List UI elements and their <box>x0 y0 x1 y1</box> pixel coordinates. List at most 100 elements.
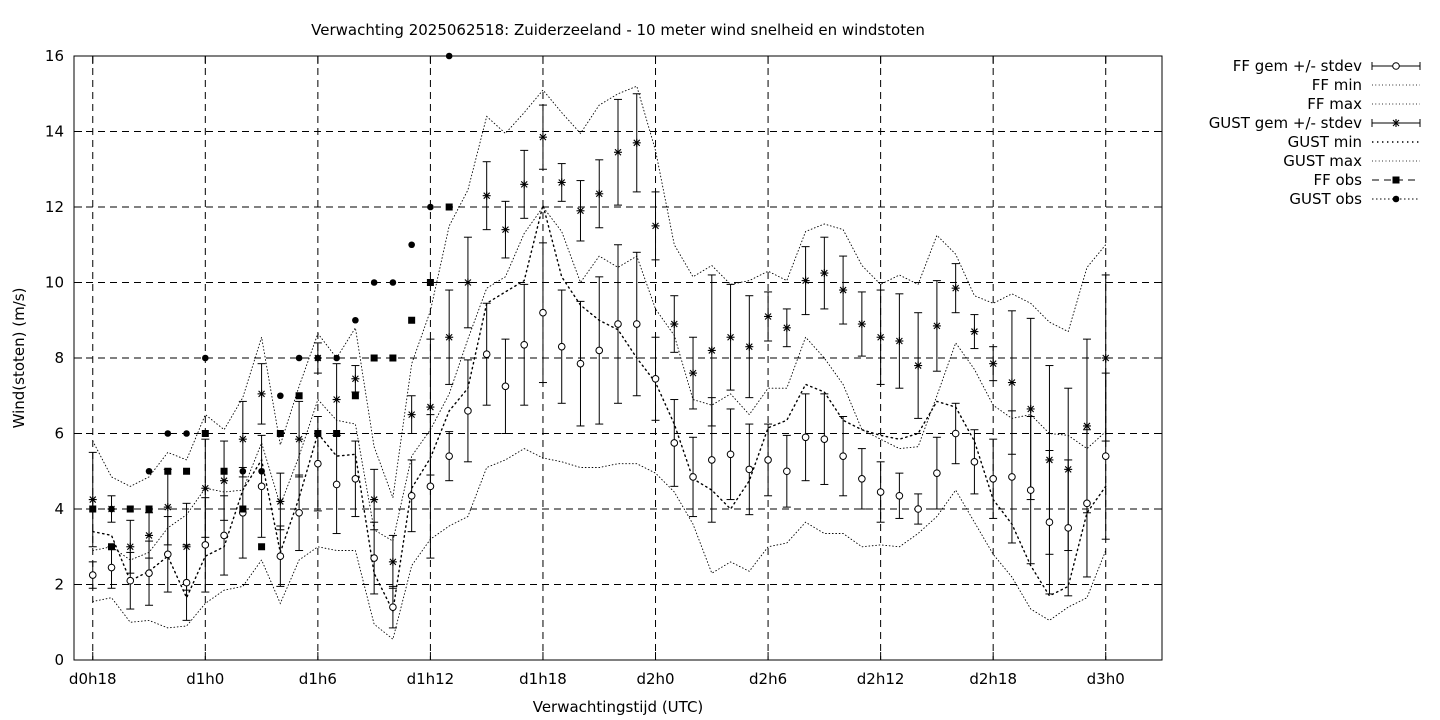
ff-mean-point <box>539 308 547 317</box>
gust-mean-point <box>407 410 416 419</box>
gust-mean-point <box>895 337 904 346</box>
gust-obs-point <box>333 354 340 362</box>
gust-mean-point <box>276 497 285 506</box>
gust-obs-point <box>220 467 228 475</box>
ff-mean-point <box>1083 499 1091 508</box>
legend-label: GUST max <box>1283 152 1362 170</box>
gust-mean-point <box>463 278 472 287</box>
gust-mean-point <box>726 333 735 342</box>
ff-obs-point <box>201 430 209 437</box>
ff-mean-point <box>107 563 116 572</box>
gust-mean-point <box>351 374 360 383</box>
ff-mean-point <box>295 508 303 517</box>
gust-mean-point <box>670 320 679 329</box>
gust-mean-point <box>520 180 529 189</box>
gust-max-line <box>92 85 1107 498</box>
ff-mean-point <box>895 491 904 500</box>
gust-obs-point <box>164 430 172 437</box>
gust-mean-point <box>595 189 604 198</box>
gust-mean-point <box>182 542 191 551</box>
y-tick-label: 12 <box>45 198 64 216</box>
x-tick-label: d0h18 <box>69 670 117 688</box>
gust-obs-point <box>239 467 247 475</box>
legend-marker <box>1392 119 1400 127</box>
ff-obs-point <box>333 430 341 437</box>
ff-obs-point <box>126 505 134 513</box>
gust-mean-point <box>501 225 510 234</box>
legend-entry: FF max <box>1307 95 1420 113</box>
gust-mean-point <box>970 327 979 336</box>
legend-entry: GUST gem +/- stdev <box>1209 114 1421 132</box>
gust-mean-point <box>332 395 341 404</box>
gust-obs-point <box>352 316 359 324</box>
gust-mean-point <box>1045 455 1054 464</box>
legend-entry: FF gem +/- stdev <box>1233 57 1421 75</box>
x-tick-label: d2h6 <box>749 670 787 688</box>
legend-label: GUST obs <box>1289 190 1362 208</box>
gust-mean-point <box>220 476 229 485</box>
ff-obs-point <box>389 354 397 362</box>
ff-mean-point <box>745 465 754 474</box>
gust-mean-point <box>857 320 866 329</box>
legend-label: FF gem +/- stdev <box>1233 57 1362 75</box>
ff-mean-point <box>632 320 641 328</box>
ff-mean-point <box>501 382 510 391</box>
ff-mean-point <box>520 340 529 349</box>
gust-mean-point <box>801 276 810 285</box>
legend-marker <box>1392 176 1400 184</box>
gust-obs-point <box>314 354 322 362</box>
gust-mean-point <box>238 435 247 444</box>
legend-marker <box>1392 195 1400 203</box>
x-tick-label: d3h0 <box>1087 670 1125 688</box>
gust-mean-point <box>632 138 641 147</box>
x-tick-label: d2h12 <box>857 670 905 688</box>
gust-obs-point <box>370 279 378 286</box>
gust-mean-point <box>745 342 754 351</box>
ff-mean-point <box>707 456 716 464</box>
ff-mean-point <box>783 467 791 476</box>
gust-mean-point <box>257 389 266 398</box>
ff-mean-point <box>407 491 416 500</box>
gust-mean-point <box>295 435 304 444</box>
ff-obs-point <box>445 203 453 211</box>
ff-mean-point <box>614 320 622 328</box>
ff-max-line <box>92 206 1107 561</box>
x-tick-label: d1h0 <box>186 670 224 688</box>
y-tick-label: 6 <box>54 425 64 443</box>
x-tick-label: d1h18 <box>519 670 567 688</box>
gust-mean-point <box>426 403 435 412</box>
ff-mean-point <box>1008 473 1016 481</box>
ff-obs-point <box>183 467 191 475</box>
gust-obs-point <box>295 354 303 362</box>
gust-mean-point <box>689 369 698 378</box>
ff-mean-point <box>914 505 922 513</box>
gust-mean-point <box>88 495 97 504</box>
gust-mean-point <box>576 206 585 215</box>
ff-mean-point <box>332 480 341 489</box>
ff-obs-point <box>351 392 359 400</box>
gust-mean-point <box>932 321 941 330</box>
ff-mean-point <box>858 475 866 483</box>
gust-mean-point <box>876 333 885 342</box>
gust-obs-point <box>258 467 265 475</box>
ff-mean-point <box>970 458 979 466</box>
axes: 0 2 4 6 8 10 12 14 16 d0h18 d1h0 d1h6 d1h12 d1h18 d2h0… <box>45 47 1162 688</box>
gust-obs-point <box>89 505 97 513</box>
legend-label: GUST gem +/- stdev <box>1209 114 1362 132</box>
gust-mean-point <box>707 346 716 355</box>
ff-mean-point <box>801 433 810 442</box>
legend-label: FF obs <box>1313 171 1362 189</box>
ff-mean-point <box>201 541 210 549</box>
ff-mean-point <box>182 578 191 587</box>
ff-mean-point <box>989 475 997 483</box>
x-tick-label: d2h18 <box>969 670 1017 688</box>
legend-entry: FF obs <box>1313 171 1420 189</box>
ff-mean-point <box>1026 486 1035 494</box>
gust-mean-point <box>163 503 172 512</box>
ff-mean-point <box>389 603 397 611</box>
ff-mean-point <box>88 571 97 579</box>
gust-mean-point <box>1064 465 1073 474</box>
gust-mean-point <box>782 323 791 332</box>
gust-mean-point <box>820 269 829 278</box>
gust-mean-point <box>651 221 660 230</box>
